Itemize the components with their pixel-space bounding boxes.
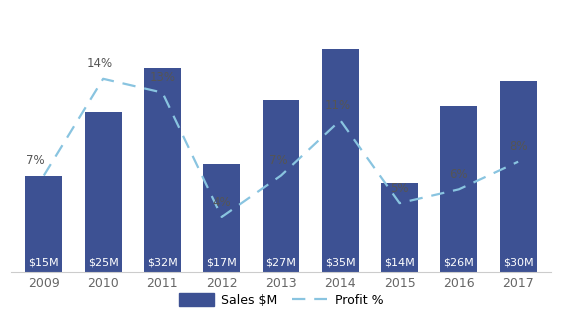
Bar <box>85 113 121 272</box>
Bar <box>500 81 537 272</box>
Text: 14%: 14% <box>87 57 113 70</box>
Bar <box>322 48 359 272</box>
Text: $14M: $14M <box>384 257 415 267</box>
Text: 5%: 5% <box>391 182 409 195</box>
Text: $27M: $27M <box>266 257 296 267</box>
Bar <box>25 176 62 272</box>
Text: $35M: $35M <box>325 257 356 267</box>
Bar <box>144 68 181 272</box>
Bar <box>203 164 240 272</box>
Text: 4%: 4% <box>212 196 231 209</box>
Text: 8%: 8% <box>509 140 527 153</box>
Text: $32M: $32M <box>147 257 178 267</box>
Bar <box>381 183 418 272</box>
Text: 6%: 6% <box>450 168 468 181</box>
Text: $26M: $26M <box>443 257 474 267</box>
Text: 13%: 13% <box>149 71 175 84</box>
Legend: Sales $M, Profit %: Sales $M, Profit % <box>174 289 388 312</box>
Text: $15M: $15M <box>29 257 59 267</box>
Text: $30M: $30M <box>503 257 533 267</box>
Text: $17M: $17M <box>206 257 237 267</box>
Text: $25M: $25M <box>88 257 119 267</box>
Text: 7%: 7% <box>269 154 287 167</box>
Bar <box>441 106 477 272</box>
Bar <box>262 100 300 272</box>
Text: 11%: 11% <box>324 99 350 112</box>
Text: 7%: 7% <box>26 154 44 167</box>
